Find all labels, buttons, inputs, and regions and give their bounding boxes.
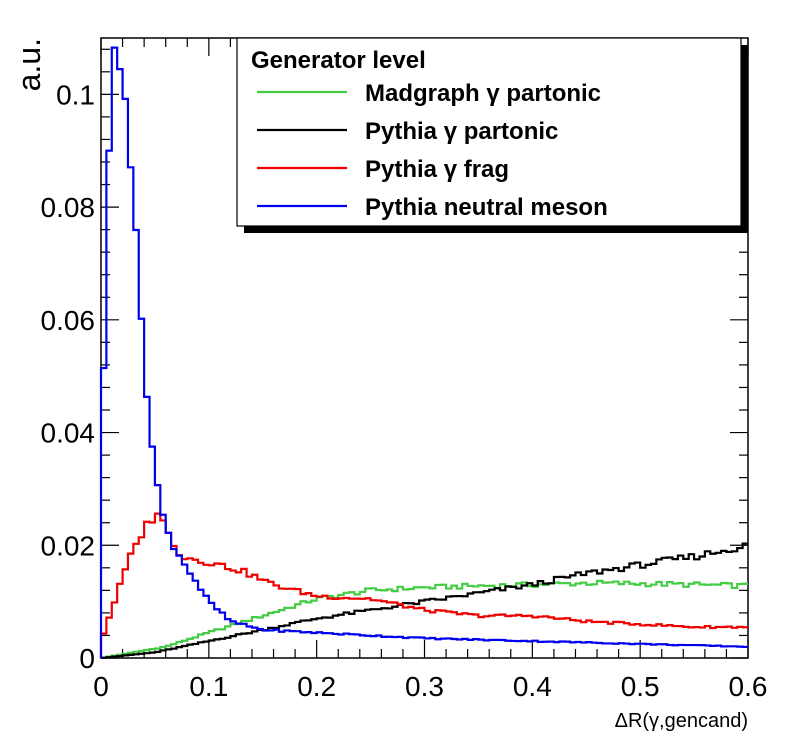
x-tick-label: 0.3 [405, 671, 444, 702]
y-tick-label: 0 [79, 643, 95, 674]
y-tick-label: 0.1 [56, 79, 95, 110]
legend-entry-label: Pythia γ frag [365, 156, 509, 183]
y-tick-label: 0.06 [41, 305, 96, 336]
x-tick-label: 0 [93, 671, 109, 702]
legend-entry-label: Pythia neutral meson [365, 194, 608, 221]
x-tick-label: 0.6 [729, 671, 768, 702]
y-tick-label: 0.04 [41, 418, 96, 449]
x-tick-label: 0.4 [513, 671, 552, 702]
legend-box [236, 37, 742, 227]
legend-entry-label: Madgraph γ partonic [365, 80, 601, 107]
series-line-0 [99, 579, 748, 659]
series-line-3 [99, 46, 748, 658]
x-axis-title: ΔR(γ,gencand) [615, 710, 748, 732]
y-tick-label: 0.02 [41, 530, 96, 561]
y-axis-title: a.u. [11, 38, 47, 91]
series-line-2 [99, 512, 748, 658]
x-tick-label: 0.5 [621, 671, 660, 702]
legend-header: Generator level [251, 47, 426, 74]
series-line-1 [99, 542, 748, 659]
legend-entry-label: Pythia γ partonic [365, 118, 558, 145]
x-tick-label: 0.1 [189, 671, 228, 702]
y-tick-label: 0.08 [41, 192, 96, 223]
x-tick-label: 0.2 [297, 671, 336, 702]
